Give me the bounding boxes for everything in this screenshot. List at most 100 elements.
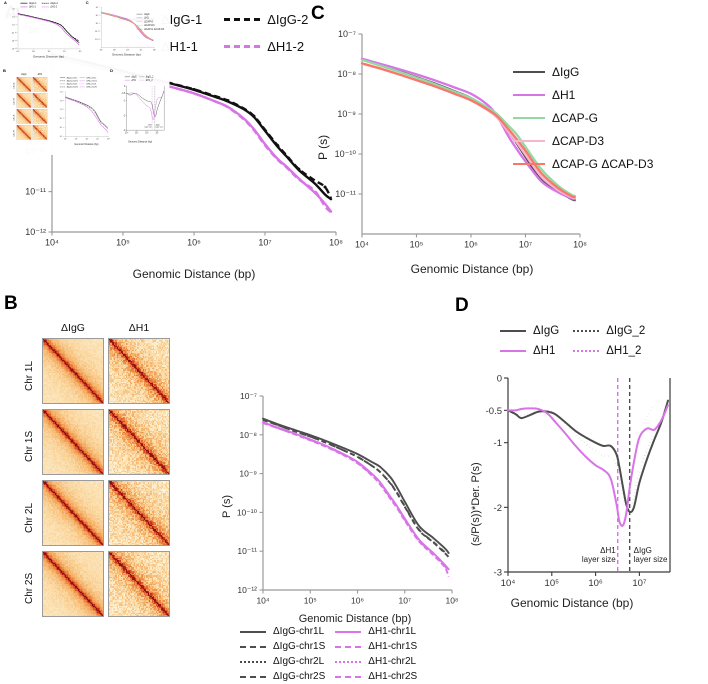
thumb-heatmap-column-header: ΔIgG <box>17 73 32 76</box>
legend-item[interactable]: ΔH1-chr2L <box>335 654 417 669</box>
thumb-contact-map-canvas <box>33 93 47 107</box>
legend-item[interactable]: ΔIgG-chr2L <box>240 654 325 669</box>
contact-map-dh1 <box>108 551 170 617</box>
legend-swatch <box>573 350 599 352</box>
x-tick-label: 10⁶ <box>187 238 201 248</box>
legend-item[interactable]: ΔCAP-D3 <box>513 129 653 152</box>
legend-item[interactable]: ΔH1 <box>513 83 653 106</box>
panel-a-xaxis-title: Genomic Distance (bp) <box>52 267 336 281</box>
x-tick-label: 10⁴ <box>16 51 19 53</box>
legend-item[interactable]: ΔH1-chr2S <box>335 669 417 684</box>
y-tick-label: 10⁻¹¹ <box>25 187 46 197</box>
legend-item[interactable]: ΔH1_2 <box>573 342 645 360</box>
legend-item[interactable]: ΔH1 <box>500 342 559 360</box>
legend-label: ΔIgG-chr1L <box>273 626 324 637</box>
x-tick-label: 10⁷ <box>96 138 99 140</box>
x-tick-label: 10⁶ <box>47 51 50 53</box>
y-tick-label: 10⁻⁸ <box>95 14 99 17</box>
y-tick-label: -1 <box>123 101 126 103</box>
legend-item[interactable]: ΔCAP-G ΔCAP-D3 <box>513 152 653 175</box>
x-tick-label: 10⁶ <box>588 578 603 589</box>
y-tick-label: 10⁻⁸ <box>60 99 64 102</box>
contact-map-dh1 <box>108 338 170 404</box>
legend-label: ΔCAP-G <box>144 20 153 23</box>
legend-swatch <box>335 631 361 633</box>
legend-item[interactable]: ΔIgG-chr2S <box>60 85 78 88</box>
thumb-heatmap-row-label: Chr 2S <box>12 130 14 137</box>
series-line <box>263 423 449 572</box>
axis-lines <box>66 92 109 137</box>
legend-item[interactable]: ΔH1-2 <box>224 35 308 57</box>
legend-item[interactable]: ΔIgG_2 <box>573 322 645 340</box>
panel-c-yaxis-title: P (s) <box>316 135 330 160</box>
thumb-b-xaxis-title: Genomic Distance (bp) <box>64 143 109 146</box>
series-line <box>18 14 79 45</box>
legend-item[interactable]: ΔIgG <box>513 60 653 83</box>
legend-label: ΔCAP-D3 <box>552 134 604 148</box>
thumb-heatmap-row-label: Chr 1L <box>12 82 14 88</box>
legend-item[interactable]: ΔCAP-G ΔCAP-D3 <box>136 27 164 31</box>
x-tick-label: 10⁷ <box>258 238 271 248</box>
legend-item[interactable]: ΔIgG-chr2S <box>240 669 325 684</box>
thumb-contact-map-canvas <box>17 93 31 107</box>
legend-swatch <box>20 7 27 8</box>
series-line <box>18 14 79 43</box>
y-tick-label: -0.5 <box>121 93 126 95</box>
legend-swatch <box>513 140 545 142</box>
thumb-heatmap-column-header: ΔH1 <box>33 73 48 76</box>
legend-item[interactable]: ΔCAP-G <box>513 106 653 129</box>
thumb-a-xaxis-title: Genomic Distance (bp) <box>16 55 82 59</box>
series-line <box>66 98 108 132</box>
legend-item[interactable]: ΔH1 <box>125 78 137 81</box>
thumb-contact-map <box>17 125 32 140</box>
thumb-heatmap-row-label: Chr 2L <box>12 114 14 120</box>
series-line <box>508 404 668 541</box>
legend-item[interactable]: ΔH1-chr1L <box>335 624 417 639</box>
legend-item[interactable]: ΔIgG-2 <box>224 8 308 30</box>
legend-label: ΔCAP-G ΔCAP-D3 <box>552 157 653 171</box>
y-tick-label: 10⁻⁸ <box>337 69 356 79</box>
legend-swatch <box>500 350 526 352</box>
series-line <box>508 403 668 510</box>
y-tick-label: 10⁻¹⁰ <box>12 32 17 35</box>
y-tick-label: 10⁻⁹ <box>337 109 356 119</box>
x-tick-label: 10⁴ <box>355 240 369 250</box>
panel-d-yaxis-title: (s/P(s))*Der. P(s) <box>470 462 482 546</box>
x-tick-label: 10⁶ <box>351 596 364 606</box>
legend-item[interactable]: ΔH1-1 <box>20 5 36 9</box>
y-tick-label: 10⁻¹⁰ <box>335 149 357 159</box>
data-point <box>253 115 256 118</box>
axis-lines <box>263 396 452 590</box>
x-tick-label: 10⁸ <box>153 50 156 52</box>
legend-item[interactable]: ΔH1_2 <box>139 78 153 81</box>
panel-b-legend: ΔIgG-chr1L ΔH1-chr1L ΔIgG-chr1S ΔH1-chr1S ΔI… <box>240 624 417 684</box>
legend-item[interactable]: ΔIgG-chr1S <box>240 639 325 654</box>
legend-item[interactable]: ΔH1-chr2S <box>80 85 97 88</box>
y-tick-label: 10⁻¹² <box>237 585 257 595</box>
legend-item[interactable]: ΔIgG-chr1L <box>240 624 325 639</box>
thumb-panel-letter-c: C <box>86 0 89 4</box>
legend-swatch <box>42 3 49 4</box>
legend-item[interactable]: ΔH1-2 <box>42 5 58 9</box>
y-tick-label: 10⁻¹¹ <box>12 40 17 43</box>
legend-label: ΔH1_2 <box>606 345 641 357</box>
legend-swatch <box>335 646 361 648</box>
y-tick-label: -0.5 <box>486 406 502 417</box>
thumb-heatmap-row-label: Chr 1S <box>12 98 14 105</box>
y-tick-label: 10⁻⁹ <box>95 22 99 25</box>
thumb-contact-map-canvas <box>17 109 31 123</box>
legend-label: ΔH1-2 <box>50 6 57 9</box>
x-tick-label: 10⁵ <box>304 596 317 606</box>
legend-label: ΔH1-chr2S <box>368 671 417 682</box>
x-tick-label: 10⁴ <box>64 138 67 140</box>
legend-item[interactable]: ΔH1-chr1S <box>335 639 417 654</box>
legend-item[interactable]: ΔIgG <box>500 322 559 340</box>
y-tick-label: 0 <box>497 374 502 385</box>
contact-map-digg <box>42 338 104 404</box>
series-line <box>66 98 108 133</box>
legend-swatch <box>335 676 361 678</box>
contact-map-digg <box>42 409 104 475</box>
